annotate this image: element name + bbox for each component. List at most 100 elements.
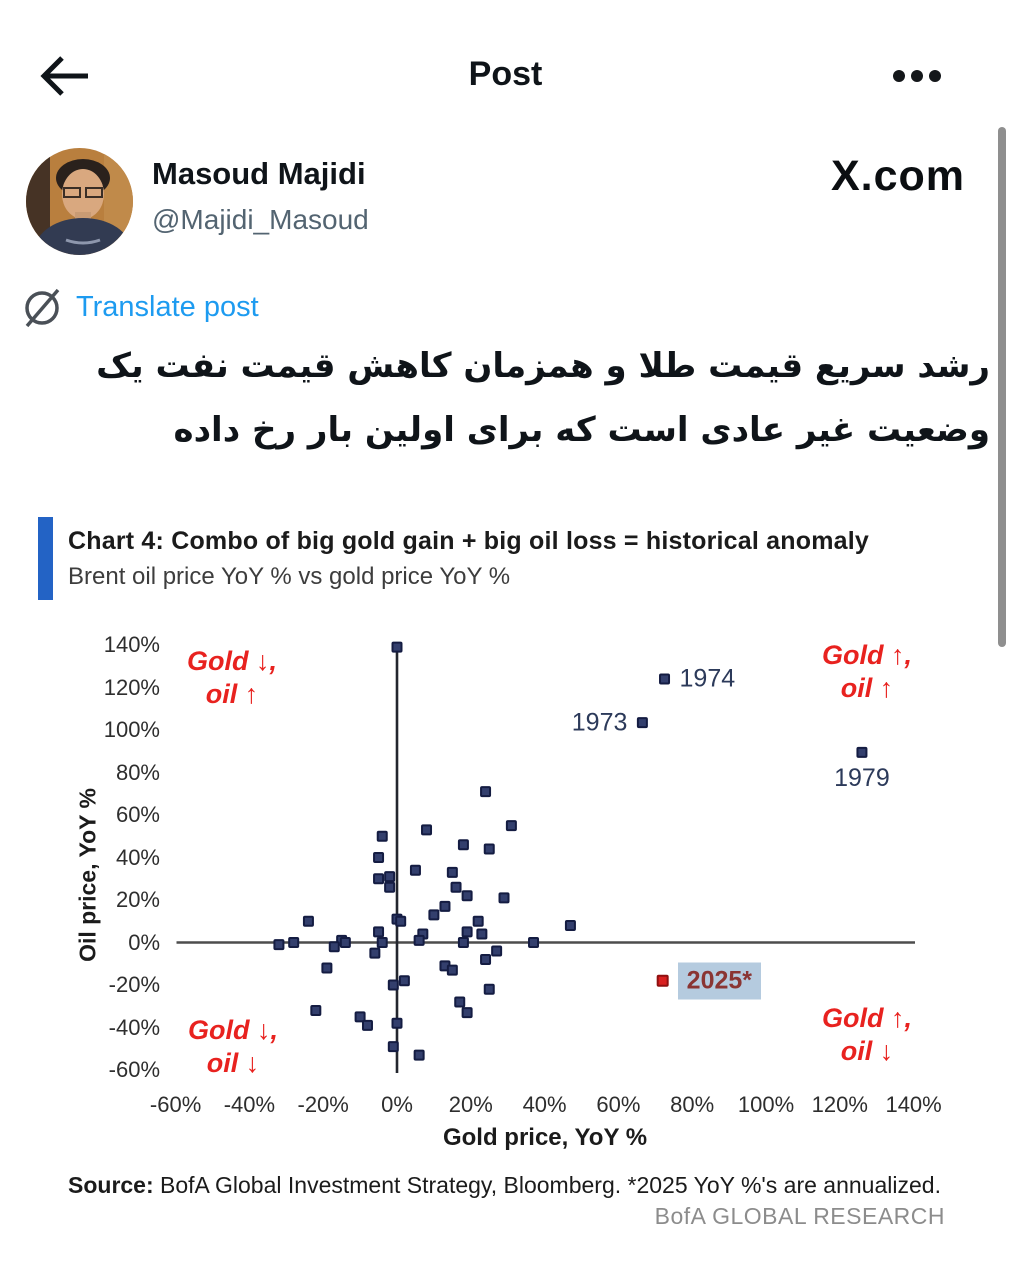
data-point [446, 866, 458, 878]
data-point [457, 839, 469, 851]
source-text: BofA Global Investment Strategy, Bloombe… [153, 1172, 941, 1198]
data-point [361, 1019, 373, 1031]
x-com-logo[interactable]: X.com [830, 152, 965, 200]
data-point [454, 996, 466, 1008]
y-tick-label: -60% [108, 1057, 160, 1082]
post-text-line-2: وضعیت غیر عادی است که برای اولین بار رخ … [173, 410, 990, 450]
x-tick-label: 60% [596, 1092, 641, 1117]
user-handle[interactable]: @Majidi_Masoud [152, 204, 369, 235]
data-point [391, 1017, 403, 1029]
chart-source: Source: BofA Global Investment Strategy,… [68, 1172, 941, 1199]
data-point [376, 937, 388, 948]
annotation-gold-up-oil-down: Gold ↑, oil ↓ [822, 1003, 912, 1066]
post-text-line-1: رشد سریع قیمت طلا و همزمان کاهش قیمت نفت… [96, 346, 990, 386]
dot-icon [929, 70, 941, 82]
post-body-text: رشد سریع قیمت طلا و همزمان کاهش قیمت نفت… [60, 334, 990, 462]
dot-icon [893, 70, 905, 82]
annotation-gold-up-oil-up: Gold ↑, oil ↑ [822, 640, 912, 703]
translate-post-label: Translate post [76, 290, 259, 323]
data-point [428, 909, 440, 921]
chart-accent-bar [38, 517, 53, 600]
x-tick-label: 120% [811, 1092, 868, 1117]
data-point [461, 926, 473, 938]
back-arrow-icon [40, 56, 88, 96]
data-point [302, 915, 314, 927]
y-tick-label: 20% [115, 887, 160, 912]
data-point [450, 881, 462, 893]
y-tick-label: 140% [103, 632, 160, 657]
scatter-canvas [176, 641, 915, 1073]
data-point [376, 830, 388, 842]
data-point [395, 915, 407, 927]
data-point [498, 892, 510, 904]
chart-title: Chart 4: Combo of big gold gain + big oi… [68, 527, 869, 555]
x-tick-label: 0% [381, 1092, 413, 1117]
more-options-button[interactable] [893, 70, 941, 82]
bofa-global-research: BofA GLOBAL RESEARCH [654, 1203, 945, 1229]
annotation-gold-down-oil-down: Gold ↓, oil ↓ [188, 1015, 278, 1078]
data-point [659, 673, 671, 685]
data-point [446, 964, 458, 976]
data-point [273, 939, 285, 951]
data-point [398, 975, 410, 987]
scrollbar[interactable] [998, 127, 1006, 647]
user-name[interactable]: Masoud Majidi [152, 156, 366, 191]
data-point [439, 900, 451, 912]
chart-subtitle: Brent oil price YoY % vs gold price YoY … [68, 563, 511, 590]
data-point [384, 881, 396, 893]
data-point [373, 873, 385, 885]
y-tick-label: 60% [115, 802, 160, 827]
data-point [391, 641, 403, 653]
data-point [384, 871, 396, 883]
data-point [480, 786, 492, 798]
data-point [413, 1049, 425, 1061]
y-tick-label: -40% [108, 1014, 160, 1040]
point-label-1973: 1973 [571, 708, 628, 737]
x-axis-title: Gold price, YoY % [442, 1124, 648, 1151]
data-point [373, 852, 385, 863]
data-point [457, 937, 469, 948]
x-tick-label: -60% [149, 1092, 202, 1117]
data-point [461, 1007, 473, 1019]
source-label: Source: [68, 1172, 154, 1198]
translate-post-button[interactable]: Translate post [22, 286, 259, 328]
x-tick-label: 80% [670, 1092, 715, 1117]
data-point [387, 1041, 399, 1053]
back-button[interactable] [38, 52, 92, 100]
y-tick-label: -20% [108, 972, 160, 997]
avatar-image [26, 148, 133, 255]
data-point [369, 947, 381, 959]
data-point [483, 843, 495, 855]
data-point [476, 928, 488, 940]
y-tick-label: 80% [115, 759, 160, 785]
scatter-plot: Oil price, YoY % Gold price, YoY % Gold … [0, 630, 1011, 1160]
data-point [505, 820, 517, 832]
dot-icon [911, 70, 923, 82]
data-point [856, 746, 868, 758]
translate-icon [25, 288, 60, 328]
data-point [339, 937, 351, 948]
data-point [310, 1005, 322, 1016]
data-point [472, 915, 484, 927]
point-label-1974: 1974 [679, 664, 736, 693]
x-tick-label: 100% [737, 1092, 795, 1117]
data-point [373, 926, 385, 938]
data-point [461, 890, 473, 902]
data-point [354, 1011, 366, 1023]
x-tick-label: 40% [522, 1092, 567, 1117]
data-point [564, 920, 576, 931]
data-point [483, 983, 495, 995]
annotation-gold-down-oil-up: Gold ↓, oil ↑ [187, 646, 277, 709]
y-tick-label: 120% [103, 674, 160, 700]
point-label-1979: 1979 [834, 764, 890, 793]
x-tick-label: -40% [223, 1092, 276, 1117]
data-point [491, 945, 503, 957]
x-tick-label: 20% [448, 1092, 493, 1117]
x-tick-label: 140% [885, 1092, 942, 1117]
data-point [636, 717, 648, 729]
data-point [528, 937, 540, 948]
avatar[interactable] [26, 148, 133, 255]
page-title: Post [468, 55, 543, 93]
data-point [409, 864, 421, 876]
